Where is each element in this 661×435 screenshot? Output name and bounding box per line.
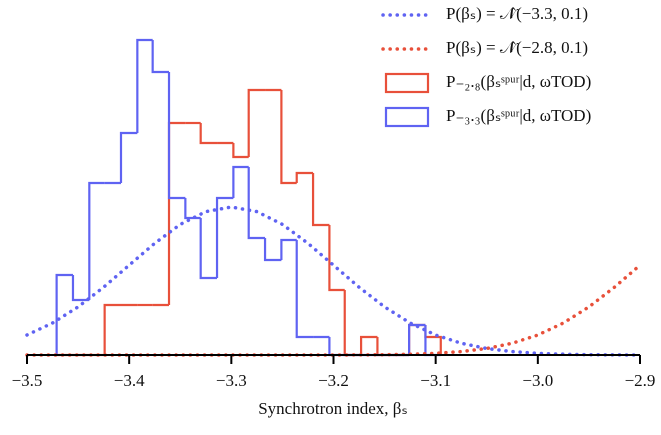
histogram-step — [328, 337, 345, 357]
histogram-step — [199, 218, 218, 280]
x-axis-label: Synchrotron index, βₛ — [258, 399, 408, 418]
histogram-step — [55, 273, 73, 355]
histogram-step — [247, 88, 266, 157]
x-tick-label: −3.2 — [318, 371, 349, 390]
histogram-step — [280, 238, 297, 260]
curve — [25, 205, 642, 357]
x-tick-label: −3.5 — [12, 371, 43, 390]
histogram-step — [343, 290, 362, 357]
histogram-step — [376, 337, 393, 357]
x-tick-label: −3.0 — [522, 371, 553, 390]
histogram-step — [167, 72, 186, 200]
legend-swatch — [384, 72, 430, 94]
histogram-step — [103, 303, 121, 355]
histogram-step — [295, 171, 314, 183]
histogram-step — [328, 225, 345, 292]
histogram-step — [424, 325, 441, 357]
legend-label: P(βₛ) = 𝒩̂(−3.3, 0.1) — [446, 4, 588, 23]
histogram-step — [232, 143, 249, 159]
histogram-step — [199, 123, 218, 145]
curve — [25, 263, 642, 357]
histogram-step — [167, 121, 186, 305]
histogram-step — [88, 181, 105, 300]
histogram-step — [263, 238, 282, 262]
histogram-step — [232, 165, 249, 198]
histogram-step — [247, 167, 266, 240]
x-tick-label: −3.4 — [114, 371, 145, 390]
legend-label: P₋₂.₈(βₛˢᵖᵘʳ|d, ωTOD) — [446, 72, 591, 91]
histogram-step — [215, 196, 234, 278]
histogram-step — [151, 40, 170, 74]
x-tick-label: −2.9 — [625, 371, 656, 390]
histogram-step — [311, 173, 330, 227]
histogram-step — [119, 131, 138, 183]
histogram-step — [295, 240, 314, 339]
legend-swatch — [384, 106, 430, 128]
histogram-step — [359, 335, 378, 355]
histogram-step — [408, 323, 426, 355]
histogram-step — [424, 325, 442, 355]
histogram-step — [184, 198, 201, 220]
legend-label: P₋₃.₃(βₛˢᵖᵘʳ|d, ωTOD) — [446, 106, 591, 125]
histogram-step — [280, 90, 297, 185]
histogram-step — [136, 38, 153, 133]
histogram-step — [71, 275, 90, 302]
x-tick-label: −3.1 — [420, 371, 451, 390]
x-tick-label: −3.3 — [216, 371, 247, 390]
legend-label: P(βₛ) = 𝒩̂(−2.8, 0.1) — [446, 38, 588, 57]
